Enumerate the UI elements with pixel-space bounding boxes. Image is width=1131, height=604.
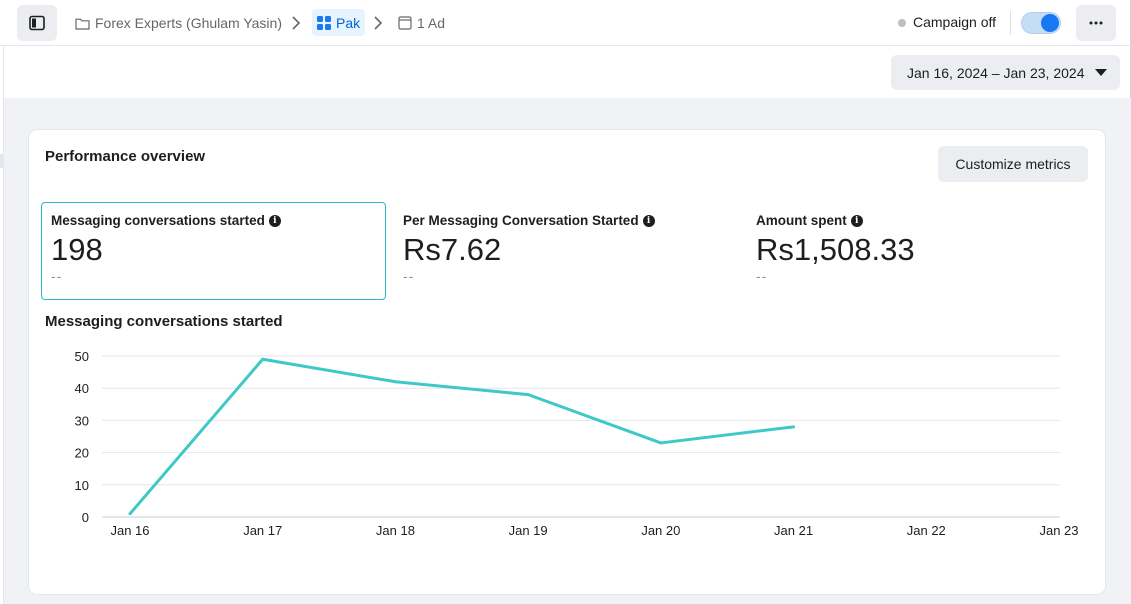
more-options-button[interactable] bbox=[1076, 5, 1116, 41]
x-tick-label: Jan 23 bbox=[1039, 523, 1078, 538]
more-dots-icon bbox=[1089, 21, 1103, 25]
x-tick-label: Jan 19 bbox=[509, 523, 548, 538]
x-tick-label: Jan 16 bbox=[110, 523, 149, 538]
campaign-toggle[interactable] bbox=[1021, 12, 1061, 34]
divider bbox=[1010, 11, 1011, 35]
series-line bbox=[128, 357, 794, 515]
x-tick-label: Jan 20 bbox=[641, 523, 680, 538]
data-point[interactable] bbox=[526, 393, 530, 397]
x-tick-label: Jan 18 bbox=[376, 523, 415, 538]
campaign-status-text: Campaign off bbox=[913, 14, 997, 30]
y-tick-label: 30 bbox=[75, 413, 89, 428]
y-tick-label: 20 bbox=[75, 446, 89, 461]
breadcrumb-account-label: Forex Experts (Ghulam Yasin) bbox=[95, 15, 282, 31]
data-point[interactable] bbox=[261, 357, 265, 361]
y-tick-label: 50 bbox=[75, 349, 89, 364]
metric-comparison: -- bbox=[403, 268, 415, 284]
caret-down-icon bbox=[1095, 69, 1107, 76]
metric-label-text: Messaging conversations started bbox=[51, 213, 265, 228]
y-tick-label: 10 bbox=[75, 478, 89, 493]
top-bar: Forex Experts (Ghulam Yasin) Pak 1 Ad Ca… bbox=[0, 0, 1131, 46]
info-icon[interactable]: i bbox=[850, 214, 863, 227]
info-icon[interactable]: i bbox=[642, 214, 655, 227]
y-tick-label: 0 bbox=[82, 510, 89, 525]
data-point[interactable] bbox=[792, 425, 796, 429]
data-point[interactable] bbox=[128, 512, 132, 516]
customize-metrics-button[interactable]: Customize metrics bbox=[938, 146, 1088, 182]
grid-icon bbox=[317, 15, 331, 30]
x-tick-label: Jan 17 bbox=[243, 523, 282, 538]
metric-label: Amount spent i bbox=[756, 213, 1092, 228]
metric-card-messaging-conversations[interactable]: Messaging conversations started i 198 -- bbox=[41, 202, 386, 300]
ad-icon bbox=[398, 16, 412, 30]
sidebar-toggle-button[interactable] bbox=[17, 5, 57, 41]
metric-label: Per Messaging Conversation Started i bbox=[403, 213, 739, 228]
breadcrumb-campaign-label: Pak bbox=[336, 14, 361, 31]
breadcrumb-ad[interactable]: 1 Ad bbox=[398, 0, 445, 46]
performance-overview-card: Performance overview Customize metrics M… bbox=[29, 130, 1105, 594]
data-point[interactable] bbox=[659, 441, 663, 445]
metric-label-text: Per Messaging Conversation Started bbox=[403, 213, 639, 228]
left-panel-edge bbox=[0, 46, 4, 604]
x-tick-label: Jan 22 bbox=[907, 523, 946, 538]
left-panel-marker bbox=[0, 154, 3, 168]
metric-comparison: -- bbox=[756, 268, 768, 284]
folder-icon bbox=[75, 18, 90, 30]
status-indicator-dot bbox=[898, 19, 906, 27]
breadcrumb-campaign[interactable]: Pak bbox=[312, 9, 366, 36]
metric-label-text: Amount spent bbox=[756, 213, 847, 228]
metric-comparison: -- bbox=[51, 268, 63, 284]
metric-value: Rs7.62 bbox=[403, 232, 502, 267]
metric-card-cost-per-conversation[interactable]: Per Messaging Conversation Started i Rs7… bbox=[394, 203, 739, 301]
metric-value: Rs1,508.33 bbox=[756, 232, 915, 267]
metric-card-amount-spent[interactable]: Amount spent i Rs1,508.33 -- bbox=[747, 203, 1092, 301]
chart-title: Messaging conversations started bbox=[45, 313, 283, 330]
toggle-knob bbox=[1041, 14, 1059, 32]
breadcrumb-account[interactable]: Forex Experts (Ghulam Yasin) bbox=[75, 0, 282, 46]
breadcrumb-ad-label: 1 Ad bbox=[417, 15, 446, 31]
chevron-right-icon bbox=[292, 16, 301, 30]
info-icon[interactable]: i bbox=[268, 214, 281, 227]
data-point[interactable] bbox=[393, 380, 397, 384]
date-range-picker[interactable]: Jan 16, 2024 – Jan 23, 2024 bbox=[891, 55, 1120, 90]
line-chart: 0 10 20 30 40 50 Jan 16 Jan 17 Jan 18 Jan 19 Jan 2… bbox=[75, 349, 1079, 538]
date-bar: Jan 16, 2024 – Jan 23, 2024 bbox=[4, 46, 1131, 98]
sidebar-panel-icon bbox=[29, 15, 45, 31]
x-tick-label: Jan 21 bbox=[774, 523, 813, 538]
metric-value: 198 bbox=[51, 232, 103, 267]
chevron-right-icon bbox=[374, 16, 383, 30]
metric-label: Messaging conversations started i bbox=[51, 213, 385, 228]
date-range-label: Jan 16, 2024 – Jan 23, 2024 bbox=[907, 64, 1085, 81]
card-title: Performance overview bbox=[45, 148, 206, 165]
y-tick-label: 40 bbox=[75, 381, 89, 396]
